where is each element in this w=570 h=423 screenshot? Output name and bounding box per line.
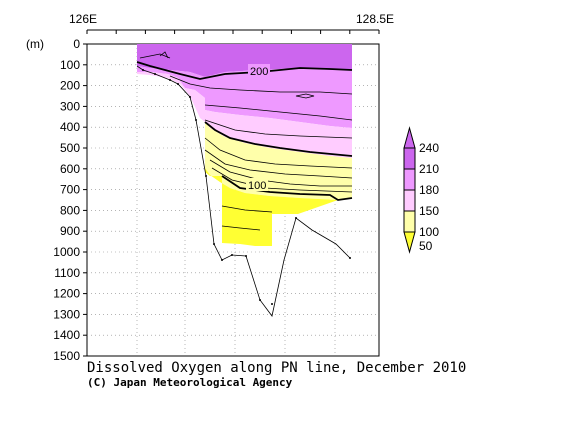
station-marker-0 — [142, 69, 144, 71]
field-100-150 — [205, 122, 352, 200]
contour-120 — [209, 159, 352, 187]
y-tick-label-1500: 1500 — [53, 349, 80, 363]
contour-labels: 200 100 — [246, 64, 270, 192]
contour-eddy — [295, 93, 315, 99]
y-tick-label-300: 300 — [60, 99, 80, 113]
contour-shelf-2 — [159, 51, 169, 59]
oxygen-fields — [137, 44, 352, 246]
top-axis-ticks — [86, 30, 380, 34]
station-marker-7 — [213, 243, 215, 245]
contour-label-100: 100 — [248, 180, 266, 192]
station-marker-11 — [259, 299, 261, 301]
station-marker-14 — [349, 257, 351, 259]
contour-90 — [221, 205, 273, 213]
colorbar-segment-3 — [403, 210, 416, 233]
contour-200 — [136, 61, 353, 80]
y-tick-label-1000: 1000 — [53, 245, 80, 259]
y-tick-label-1200: 1200 — [53, 287, 80, 301]
station-marker-13 — [295, 217, 297, 219]
field-above-210 — [137, 44, 352, 77]
colorbar-label-180: 180 — [419, 183, 439, 197]
y-tick-label-200: 200 — [60, 79, 80, 93]
station-marker-3 — [177, 83, 179, 85]
station-marker-1 — [154, 73, 156, 75]
chart-credit: (C) Japan Meteorological Agency — [87, 376, 293, 389]
field-150-180 — [205, 110, 352, 158]
colorbar-segment-2 — [403, 189, 416, 212]
y-tick-label-600: 600 — [60, 162, 80, 176]
station-marker-5 — [195, 119, 197, 121]
top-axis-label-right: 128.5E — [356, 12, 394, 26]
colorbar-bottom-triangle — [403, 231, 416, 254]
station-marker-8 — [221, 259, 223, 261]
colorbar-label-150: 150 — [419, 204, 439, 218]
contour-80 — [221, 225, 261, 231]
field-shelf-pink — [137, 72, 205, 122]
y-tick-label-100: 100 — [60, 58, 80, 72]
contour-lines — [136, 51, 353, 231]
station-markers — [142, 69, 351, 305]
contour-100 — [221, 175, 353, 201]
y-tick-label-0: 0 — [73, 37, 80, 51]
station-marker-10 — [245, 255, 247, 257]
colorbar-label-50: 50 — [419, 239, 433, 253]
contour-label-200: 200 — [250, 66, 268, 78]
top-axis-label-left: 126E — [69, 12, 97, 26]
y-tick-label-500: 500 — [60, 141, 80, 155]
colorbar-top-triangle — [403, 126, 416, 149]
y-tick-label-700: 700 — [60, 183, 80, 197]
colorbar-label-240: 240 — [419, 141, 439, 155]
contour-150 — [204, 121, 353, 157]
y-tick-label-800: 800 — [60, 203, 80, 217]
contour-185 — [204, 104, 353, 121]
y-tick-label-900: 900 — [60, 224, 80, 238]
y-tick-label-400: 400 — [60, 120, 80, 134]
contour-175 — [204, 119, 353, 139]
y-axis-unit-label: (m) — [26, 37, 44, 51]
contour-shelf-1 — [139, 53, 171, 59]
y-tick-label-1400: 1400 — [53, 328, 80, 342]
colorbar-label-210: 210 — [419, 162, 439, 176]
field-below-100 — [205, 168, 338, 246]
y-axis-ticks: 0 100 200 300 400 500 600 700 800 900 1000 1100 1200… — [53, 37, 87, 363]
colorbar-segment-0 — [403, 147, 416, 170]
chart-title: Dissolved Oxygen along PN line, December… — [87, 360, 466, 376]
y-tick-label-1300: 1300 — [53, 307, 80, 321]
station-marker-6 — [205, 175, 207, 177]
station-marker-12 — [271, 303, 273, 305]
colorbar-label-100: 100 — [419, 225, 439, 239]
station-marker-2 — [169, 79, 171, 81]
station-marker-9 — [231, 254, 233, 256]
station-marker-4 — [189, 96, 191, 98]
contour-140 — [204, 137, 353, 169]
contour-130 — [204, 149, 353, 179]
colorbar-segment-1 — [403, 168, 416, 191]
y-tick-label-1100: 1100 — [54, 266, 80, 280]
field-180-210 — [137, 66, 352, 128]
contour-190 — [169, 75, 353, 95]
